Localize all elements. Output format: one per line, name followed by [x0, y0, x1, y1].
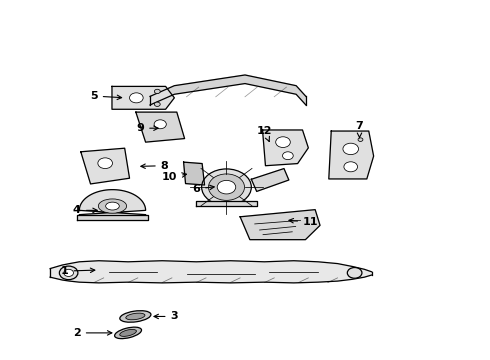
Ellipse shape: [208, 174, 245, 201]
Ellipse shape: [154, 102, 160, 107]
Text: 12: 12: [257, 126, 272, 141]
Polygon shape: [329, 131, 374, 179]
Ellipse shape: [106, 202, 119, 210]
Ellipse shape: [98, 199, 126, 213]
Text: 6: 6: [193, 184, 214, 194]
Text: 10: 10: [162, 172, 187, 182]
Polygon shape: [184, 162, 204, 185]
Ellipse shape: [129, 93, 143, 103]
Polygon shape: [263, 130, 308, 166]
Ellipse shape: [64, 269, 74, 276]
Text: 5: 5: [90, 91, 122, 101]
Ellipse shape: [344, 162, 358, 172]
Text: 8: 8: [141, 161, 169, 171]
Text: 1: 1: [61, 266, 95, 276]
Text: 4: 4: [73, 205, 97, 215]
Polygon shape: [81, 148, 129, 184]
Ellipse shape: [120, 329, 136, 336]
Ellipse shape: [283, 152, 293, 159]
Text: 2: 2: [73, 328, 112, 338]
Ellipse shape: [154, 120, 166, 129]
Polygon shape: [77, 215, 147, 220]
Ellipse shape: [115, 327, 142, 339]
Polygon shape: [196, 201, 257, 206]
Polygon shape: [150, 75, 306, 105]
Ellipse shape: [98, 158, 113, 168]
Ellipse shape: [202, 169, 251, 205]
Text: 9: 9: [136, 123, 158, 133]
Text: 7: 7: [356, 121, 364, 138]
Ellipse shape: [59, 266, 78, 280]
Text: 11: 11: [289, 217, 318, 227]
Ellipse shape: [217, 180, 236, 194]
Polygon shape: [112, 86, 174, 109]
Polygon shape: [79, 190, 146, 215]
Ellipse shape: [120, 311, 151, 322]
Ellipse shape: [358, 138, 363, 141]
Ellipse shape: [154, 89, 160, 94]
Text: 3: 3: [154, 311, 178, 321]
Ellipse shape: [126, 313, 145, 320]
Ellipse shape: [347, 267, 362, 278]
Ellipse shape: [276, 137, 290, 148]
Polygon shape: [136, 112, 185, 142]
Polygon shape: [50, 261, 372, 283]
Polygon shape: [240, 210, 320, 240]
Polygon shape: [251, 168, 289, 192]
Ellipse shape: [343, 143, 359, 155]
